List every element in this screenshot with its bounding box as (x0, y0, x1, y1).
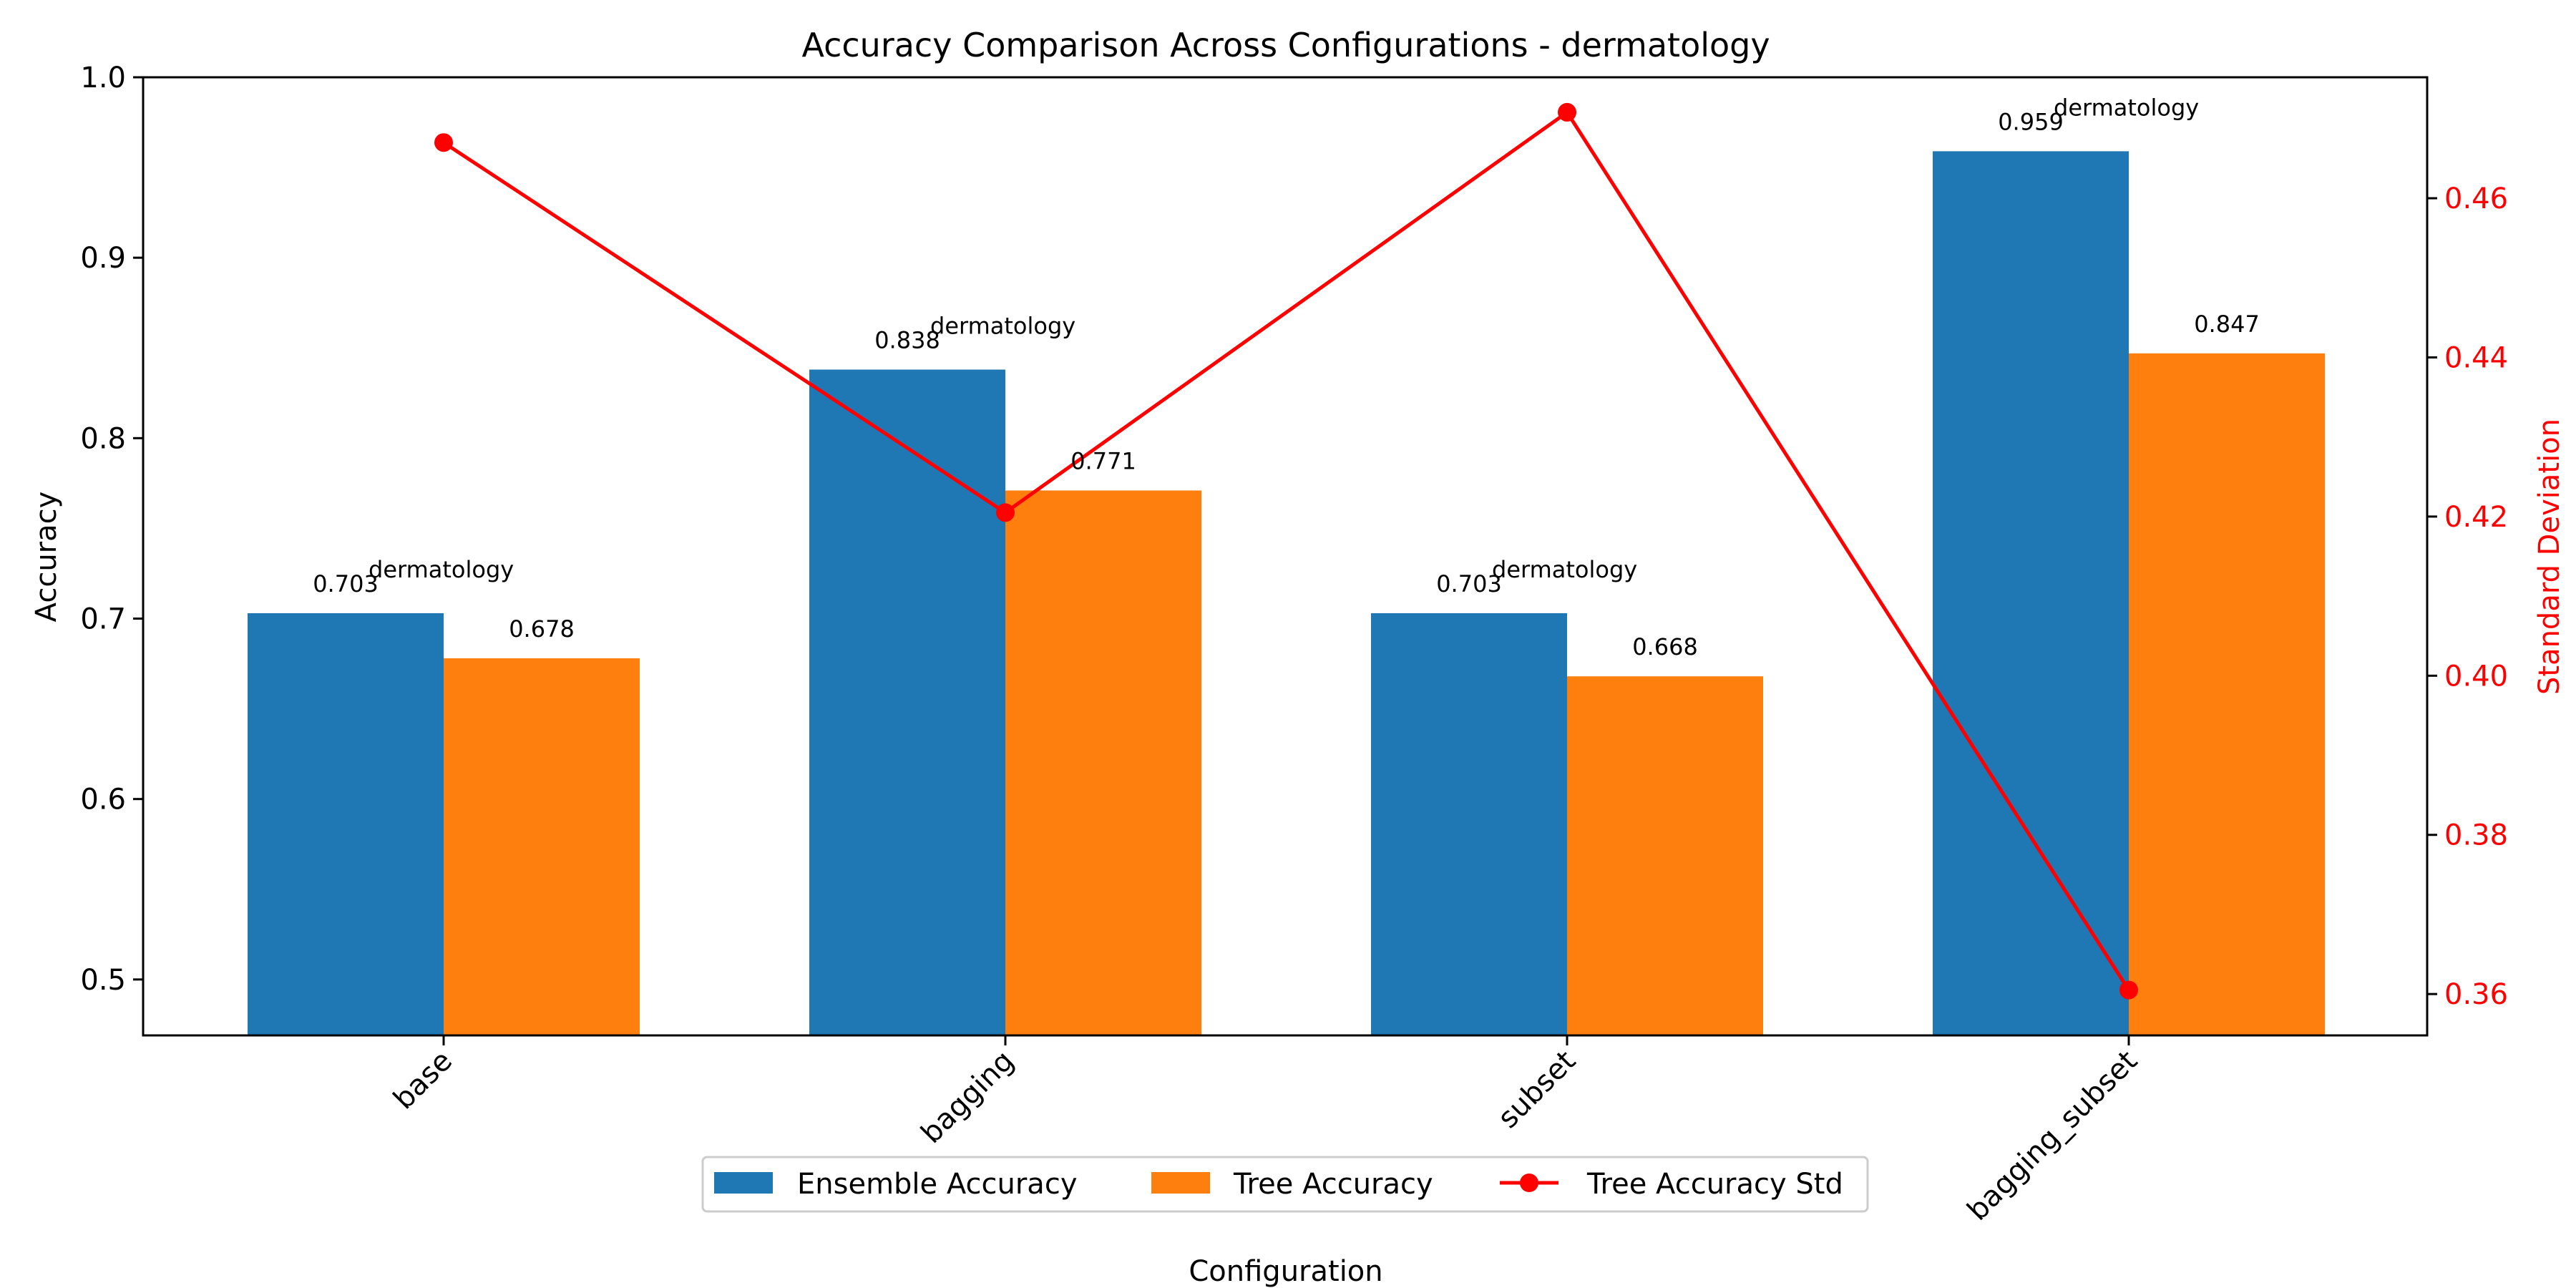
bar-tree-accuracy (2129, 353, 2325, 1035)
plot-frame (142, 76, 2429, 1037)
y-axis-label: Accuracy (30, 492, 63, 623)
y-tick-label: 1.0 (80, 62, 126, 94)
line-layer (434, 102, 2138, 1000)
legend-swatch-tree (1151, 1172, 1210, 1194)
legend-frame (701, 1156, 1869, 1213)
bar-tree-accuracy (1567, 676, 1763, 1035)
legend-swatch-ensemble (714, 1172, 773, 1194)
legend: Ensemble Accuracy Tree Accuracy Tree Acc… (701, 1156, 1869, 1213)
chart-title: Accuracy Comparison Across Configuration… (801, 26, 1770, 64)
y-tick-label: 0.9 (80, 242, 126, 275)
y-tick-label: 0.7 (80, 602, 126, 635)
y2-tick-label: 0.46 (2444, 182, 2508, 215)
y-tick-label: 0.8 (80, 422, 126, 455)
legend-label-std: Tree Accuracy Std (1586, 1168, 1843, 1201)
bar-ensemble-accuracy (1371, 613, 1567, 1035)
annotation-dataset: dermatology (930, 313, 1075, 340)
data-label-ensemble: 0.703 (313, 570, 379, 597)
point-tree-accuracy-std (2119, 980, 2138, 1000)
bar-ensemble-accuracy (1933, 151, 2129, 1036)
legend-label-tree: Tree Accuracy (1233, 1168, 1433, 1201)
annotation-dataset: dermatology (1492, 556, 1637, 583)
y2-tick-label: 0.38 (2444, 819, 2508, 852)
data-label-tree: 0.668 (1632, 633, 1698, 660)
data-label-tree: 0.771 (1070, 447, 1136, 474)
point-tree-accuracy-std (996, 503, 1015, 522)
legend-swatch-std-marker (1520, 1174, 1538, 1192)
bar-ensemble-accuracy (248, 613, 444, 1035)
y-tick-label: 0.5 (80, 964, 126, 997)
y-tick-label: 0.6 (80, 784, 126, 816)
data-label-tree: 0.847 (2194, 311, 2260, 338)
data-label-ensemble: 0.838 (874, 327, 940, 354)
x-axis-label: Configuration (1189, 1255, 1382, 1288)
point-tree-accuracy-std (434, 133, 453, 152)
annotation-dataset: dermatology (2054, 94, 2199, 121)
y2-axis-label: Standard Deviation (2533, 419, 2566, 695)
point-tree-accuracy-std (1558, 102, 1576, 122)
y2-tick-label: 0.36 (2444, 978, 2508, 1011)
bar-layer (248, 151, 2325, 1036)
data-label-tree: 0.678 (509, 615, 575, 643)
data-label-ensemble: 0.703 (1436, 570, 1502, 597)
bar-tree-accuracy (444, 658, 640, 1035)
y2-tick-label: 0.40 (2444, 660, 2508, 693)
y2-tick-label: 0.42 (2444, 501, 2508, 534)
label-layer: 0.7030.678dermatology0.8380.771dermatolo… (313, 94, 2260, 660)
line-tree-accuracy-std (442, 109, 2131, 991)
data-label-ensemble: 0.959 (1998, 108, 2064, 135)
annotation-dataset: dermatology (369, 556, 514, 583)
bar-ensemble-accuracy (809, 369, 1005, 1035)
y2-tick-label: 0.44 (2444, 341, 2508, 374)
legend-label-ensemble: Ensemble Accuracy (797, 1168, 1077, 1201)
bar-tree-accuracy (1005, 490, 1201, 1035)
